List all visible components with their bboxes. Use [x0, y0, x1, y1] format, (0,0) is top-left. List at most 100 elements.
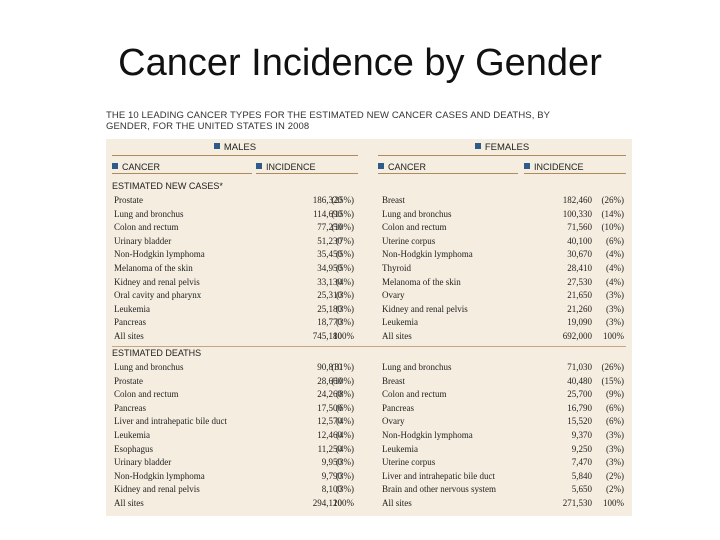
male-percent: (4%)	[336, 416, 354, 427]
female-cancer-name: Thyroid	[382, 263, 411, 273]
female-cancer-name: Lung and bronchus	[382, 362, 452, 372]
table-row: Urinary bladder 9,950 (3%) Uterine corpus 7,…	[106, 456, 632, 470]
female-percent: (2%)	[606, 470, 624, 481]
female-percent: (3%)	[606, 430, 624, 440]
female-case-count: 5,650	[571, 484, 592, 495]
male-cancer-name: Kidney and renal pelvis	[114, 484, 200, 495]
male-percent: (4%)	[336, 430, 354, 440]
table-row: Prostate 28,660 (10%) Breast 40,480 (15%)	[106, 375, 632, 389]
male-cancer-name: All sites	[114, 498, 144, 508]
female-cancer-name: Non-Hodgkin lymphoma	[382, 249, 473, 260]
male-case-count: 17,500	[317, 402, 342, 413]
female-case-count: 5,840	[571, 470, 592, 481]
female-percent: (14%)	[601, 208, 625, 219]
female-cancer-name: Leukemia	[382, 443, 418, 454]
table-row: All sites 294,120 100% All sites 271,530 100%	[106, 497, 632, 511]
females-section-header: FEMALES	[378, 139, 626, 156]
female-percent: (2%)	[606, 484, 624, 495]
female-case-count: 21,260	[567, 303, 592, 314]
male-cancer-name: Leukemia	[114, 430, 150, 440]
male-cancer-name: Esophagus	[114, 443, 153, 454]
males-section-header: MALES	[112, 139, 358, 156]
female-cancer-name: Lung and bronchus	[382, 208, 452, 219]
female-case-count: 40,100	[567, 235, 592, 246]
female-percent: 100%	[603, 498, 624, 508]
male-percent: (4%)	[336, 443, 354, 454]
female-case-count: 15,520	[567, 416, 592, 427]
female-cancer-name: Ovary	[382, 290, 405, 301]
female-cancer-name: Ovary	[382, 416, 405, 427]
female-incidence-column-header: INCIDENCE	[524, 161, 626, 174]
male-percent: (10%)	[331, 375, 355, 386]
table-row: Kidney and renal pelvis 8,100 (3%) Brain an…	[106, 483, 632, 497]
table-row: Leukemia 25,180 (3%) Kidney and renal pelvi…	[106, 303, 632, 317]
female-percent: (6%)	[606, 402, 624, 413]
table-row: Lung and bronchus 90,810 (31%) Lung and bro…	[106, 361, 632, 375]
female-cancer-name: All sites	[382, 331, 412, 341]
square-bullet-icon	[524, 163, 530, 169]
male-percent: 100%	[333, 331, 354, 341]
table-row: Pancreas 18,770 (3%) Leukemia 19,090 (3%)	[106, 316, 632, 330]
male-case-count: 24,260	[317, 389, 342, 400]
female-cancer-name: Uterine corpus	[382, 457, 436, 468]
male-percent: (3%)	[336, 317, 354, 328]
male-percent: (6%)	[336, 402, 354, 413]
square-bullet-icon	[474, 143, 481, 149]
new-cases-section-label: ESTIMATED NEW CASES*	[112, 181, 223, 191]
female-case-count: 27,530	[567, 276, 592, 287]
male-cancer-name: Lung and bronchus	[114, 362, 184, 372]
female-case-count: 30,670	[567, 249, 592, 260]
male-percent: (3%)	[336, 290, 354, 301]
male-incidence-column-header: INCIDENCE	[256, 161, 358, 174]
male-percent: (31%)	[331, 362, 355, 372]
female-cancer-name: Colon and rectum	[382, 389, 447, 400]
female-percent: (6%)	[606, 416, 624, 427]
table-row: Urinary bladder 51,230 (7%) Uterine corpus 4…	[106, 235, 632, 249]
male-case-count: 28,660	[317, 375, 342, 386]
male-case-count: 11,250	[317, 443, 342, 454]
females-header-label: FEMALES	[484, 142, 530, 153]
males-header-label: MALES	[223, 142, 257, 153]
female-percent: (3%)	[606, 443, 624, 454]
table-caption: THE 10 LEADING CANCER TYPES FOR THE ESTI…	[106, 110, 550, 132]
female-cancer-name: Brain and other nervous system	[382, 484, 496, 495]
male-case-count: 77,250	[317, 222, 342, 233]
female-percent: (15%)	[601, 375, 625, 386]
male-cancer-name: Prostate	[114, 195, 143, 205]
male-percent: (4%)	[336, 276, 354, 287]
male-cancer-name: Prostate	[114, 375, 143, 386]
female-percent: (3%)	[606, 303, 624, 314]
female-percent: (6%)	[606, 235, 624, 246]
female-cancer-name: Breast	[382, 195, 405, 205]
male-cancer-name: Colon and rectum	[114, 222, 179, 233]
female-percent: (4%)	[606, 276, 624, 287]
male-cancer-name: Pancreas	[114, 402, 146, 413]
male-percent: 100%	[333, 498, 354, 508]
male-case-count: 9,790	[321, 470, 342, 481]
column-header-label: CANCER	[122, 162, 161, 172]
female-cancer-name: Uterine corpus	[382, 235, 436, 246]
table-row: Colon and rectum 77,250 (10%) Colon and rec…	[106, 221, 632, 235]
female-case-count: 28,410	[567, 263, 592, 273]
female-case-count: 16,790	[567, 402, 592, 413]
table-row: Oral cavity and pharynx 25,310 (3%) Ovary 21…	[106, 289, 632, 303]
male-cancer-name: All sites	[114, 331, 144, 341]
table-row: Kidney and renal pelvis 33,130 (4%) Melanom…	[106, 276, 632, 290]
female-case-count: 9,250	[571, 443, 592, 454]
male-case-count: 186,320	[312, 195, 342, 205]
male-case-count: 25,310	[317, 290, 342, 301]
female-percent: (26%)	[601, 195, 625, 205]
table-row: Lung and bronchus 114,690 (15%) Lung and br…	[106, 208, 632, 222]
female-percent: (3%)	[606, 317, 624, 328]
female-percent: (9%)	[606, 389, 624, 400]
female-cancer-column-header: CANCER	[378, 161, 518, 174]
table-row: Pancreas 17,500 (6%) Pancreas 16,790 (6%)	[106, 402, 632, 416]
female-cancer-name: Kidney and renal pelvis	[382, 303, 468, 314]
male-cancer-name: Urinary bladder	[114, 235, 172, 246]
male-case-count: 9,950	[321, 457, 342, 468]
female-case-count: 21,650	[567, 290, 592, 301]
table-row: Leukemia 12,460 (4%) Non-Hodgkin lymphoma 9,…	[106, 429, 632, 443]
male-cancer-column-header: CANCER	[112, 161, 252, 174]
female-cancer-name: All sites	[382, 498, 412, 508]
square-bullet-icon	[378, 163, 384, 169]
